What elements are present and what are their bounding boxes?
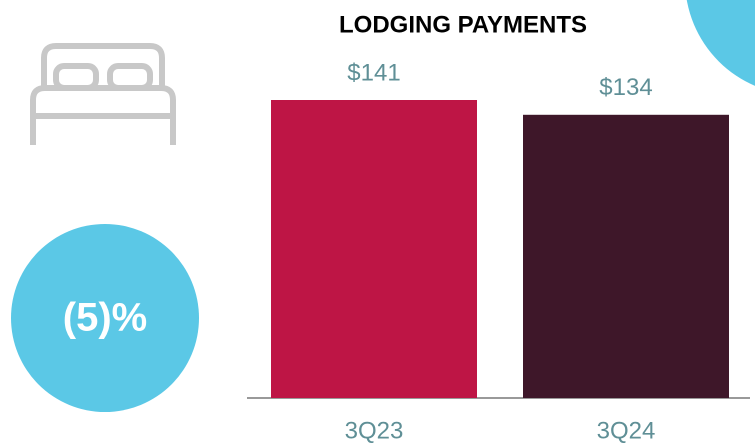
decor-circle <box>686 0 755 86</box>
change-annotation: (5)% <box>63 296 147 340</box>
bar <box>523 114 729 399</box>
value-label: $134 <box>599 74 652 101</box>
change-circle <box>11 224 199 412</box>
x-tick-label: 3Q23 <box>345 417 404 444</box>
value-label: $141 <box>347 59 400 86</box>
chart-title: LODGING PAYMENTS <box>339 11 587 38</box>
bar <box>271 100 477 398</box>
x-tick-label: 3Q24 <box>597 417 656 444</box>
bed-icon <box>30 43 176 145</box>
